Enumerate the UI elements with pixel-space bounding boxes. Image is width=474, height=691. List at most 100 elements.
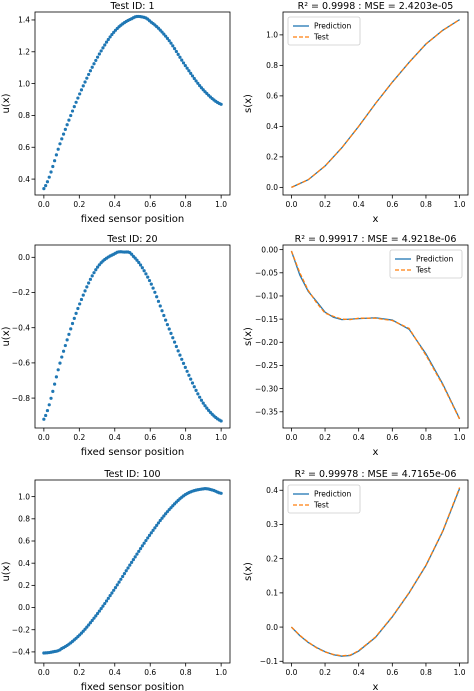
data-point bbox=[63, 127, 67, 131]
y-tick-label: −0.35 bbox=[255, 407, 278, 416]
x-tick-label: 1.0 bbox=[454, 433, 466, 442]
data-point bbox=[176, 52, 180, 56]
subplot-title: R² = 0.9998 : MSE = 2.4203e-05 bbox=[298, 1, 454, 12]
data-point bbox=[167, 327, 171, 331]
data-point bbox=[171, 336, 175, 340]
data-point bbox=[162, 32, 166, 36]
data-point bbox=[76, 306, 80, 311]
subplot-6: R² = 0.99978 : MSE = 4.7165e-06 0.0 0.2 0.4… bbox=[243, 469, 469, 691]
data-point bbox=[97, 609, 101, 613]
x-tick-label: 0.4 bbox=[353, 200, 365, 209]
x-tick-label: 0.0 bbox=[285, 433, 297, 442]
data-point bbox=[101, 604, 105, 608]
data-point bbox=[44, 184, 48, 188]
data-point bbox=[198, 395, 202, 399]
data-point bbox=[192, 76, 196, 81]
y-tick-label: −0.25 bbox=[255, 361, 278, 370]
data-point bbox=[90, 618, 94, 623]
y-tick-label: 0.6 bbox=[18, 143, 30, 152]
data-point bbox=[69, 113, 73, 118]
data-point bbox=[149, 531, 153, 535]
data-point bbox=[99, 49, 103, 53]
x-axis-label: fixed sensor position bbox=[81, 682, 185, 691]
x-tick-label: 1.0 bbox=[215, 200, 227, 209]
y-tick-label: 0.2 bbox=[266, 153, 278, 162]
data-point bbox=[205, 406, 209, 410]
data-point bbox=[81, 293, 85, 297]
data-point bbox=[172, 340, 177, 344]
data-point bbox=[115, 583, 119, 587]
data-point bbox=[189, 377, 193, 381]
data-point bbox=[47, 403, 51, 407]
data-point bbox=[190, 74, 195, 78]
data-point bbox=[174, 49, 178, 54]
y-tick-label: 0.2 bbox=[266, 554, 278, 563]
data-point bbox=[94, 614, 98, 618]
legend-label: Test bbox=[415, 266, 431, 275]
legend-label: Prediction bbox=[416, 255, 454, 264]
data-point bbox=[171, 44, 175, 48]
data-point bbox=[54, 153, 58, 157]
data-point bbox=[106, 596, 110, 600]
x-tick-label: 0.8 bbox=[180, 433, 192, 442]
legend: Prediction Test bbox=[389, 249, 463, 279]
data-point bbox=[151, 286, 155, 290]
data-point bbox=[156, 521, 161, 525]
data-point bbox=[56, 147, 60, 151]
data-point bbox=[51, 389, 55, 393]
data-point bbox=[162, 514, 166, 518]
data-point bbox=[95, 55, 100, 59]
data-point bbox=[58, 142, 62, 146]
data-point bbox=[180, 58, 184, 62]
x-tick-label: 0.2 bbox=[319, 200, 331, 209]
data-point bbox=[94, 58, 98, 63]
data-point bbox=[69, 327, 73, 331]
data-point bbox=[133, 555, 137, 559]
data-point bbox=[194, 388, 198, 392]
data-point bbox=[78, 302, 82, 306]
data-point bbox=[165, 36, 170, 40]
x-axis-label: x bbox=[373, 682, 379, 691]
data-point bbox=[87, 281, 91, 285]
subplot-title: R² = 0.99917 : MSE = 4.9218e-06 bbox=[295, 234, 457, 245]
x-tick-label: 0.0 bbox=[38, 668, 50, 677]
y-tick-label: 1.0 bbox=[18, 492, 30, 501]
data-point bbox=[85, 625, 89, 629]
data-point bbox=[110, 591, 114, 595]
data-point bbox=[88, 69, 93, 73]
data-point bbox=[72, 316, 76, 320]
x-tick-label: 0.4 bbox=[109, 433, 121, 442]
data-point bbox=[117, 580, 121, 584]
data-point bbox=[135, 258, 139, 262]
legend-box bbox=[287, 484, 361, 514]
x-tick-label: 1.0 bbox=[454, 668, 466, 677]
data-point bbox=[49, 396, 53, 400]
data-point bbox=[178, 353, 182, 357]
data-point bbox=[121, 574, 125, 579]
data-point bbox=[85, 285, 89, 289]
data-point bbox=[128, 563, 132, 567]
data-point bbox=[56, 368, 60, 372]
data-point bbox=[138, 263, 143, 267]
data-point bbox=[119, 577, 123, 581]
data-point bbox=[162, 313, 166, 318]
x-tick-label: 0.2 bbox=[73, 433, 85, 442]
x-tick-label: 1.0 bbox=[454, 200, 466, 209]
subplot-title: Test ID: 100 bbox=[103, 469, 160, 480]
data-point bbox=[92, 616, 96, 620]
y-tick-label: 0.0 bbox=[18, 603, 30, 612]
data-point bbox=[108, 594, 112, 598]
x-axis-label: fixed sensor position bbox=[81, 214, 185, 225]
data-point bbox=[183, 63, 187, 68]
y-tick-label: −0.2 bbox=[12, 625, 30, 634]
data-point bbox=[155, 523, 159, 527]
data-point bbox=[67, 118, 71, 122]
data-point bbox=[144, 538, 148, 543]
data-point bbox=[49, 170, 53, 174]
data-point bbox=[140, 544, 144, 548]
y-tick-label: 1.0 bbox=[266, 31, 278, 40]
data-point bbox=[103, 601, 107, 606]
data-point bbox=[183, 365, 187, 369]
data-point bbox=[167, 39, 171, 43]
y-tick-label: 1.4 bbox=[18, 16, 30, 25]
